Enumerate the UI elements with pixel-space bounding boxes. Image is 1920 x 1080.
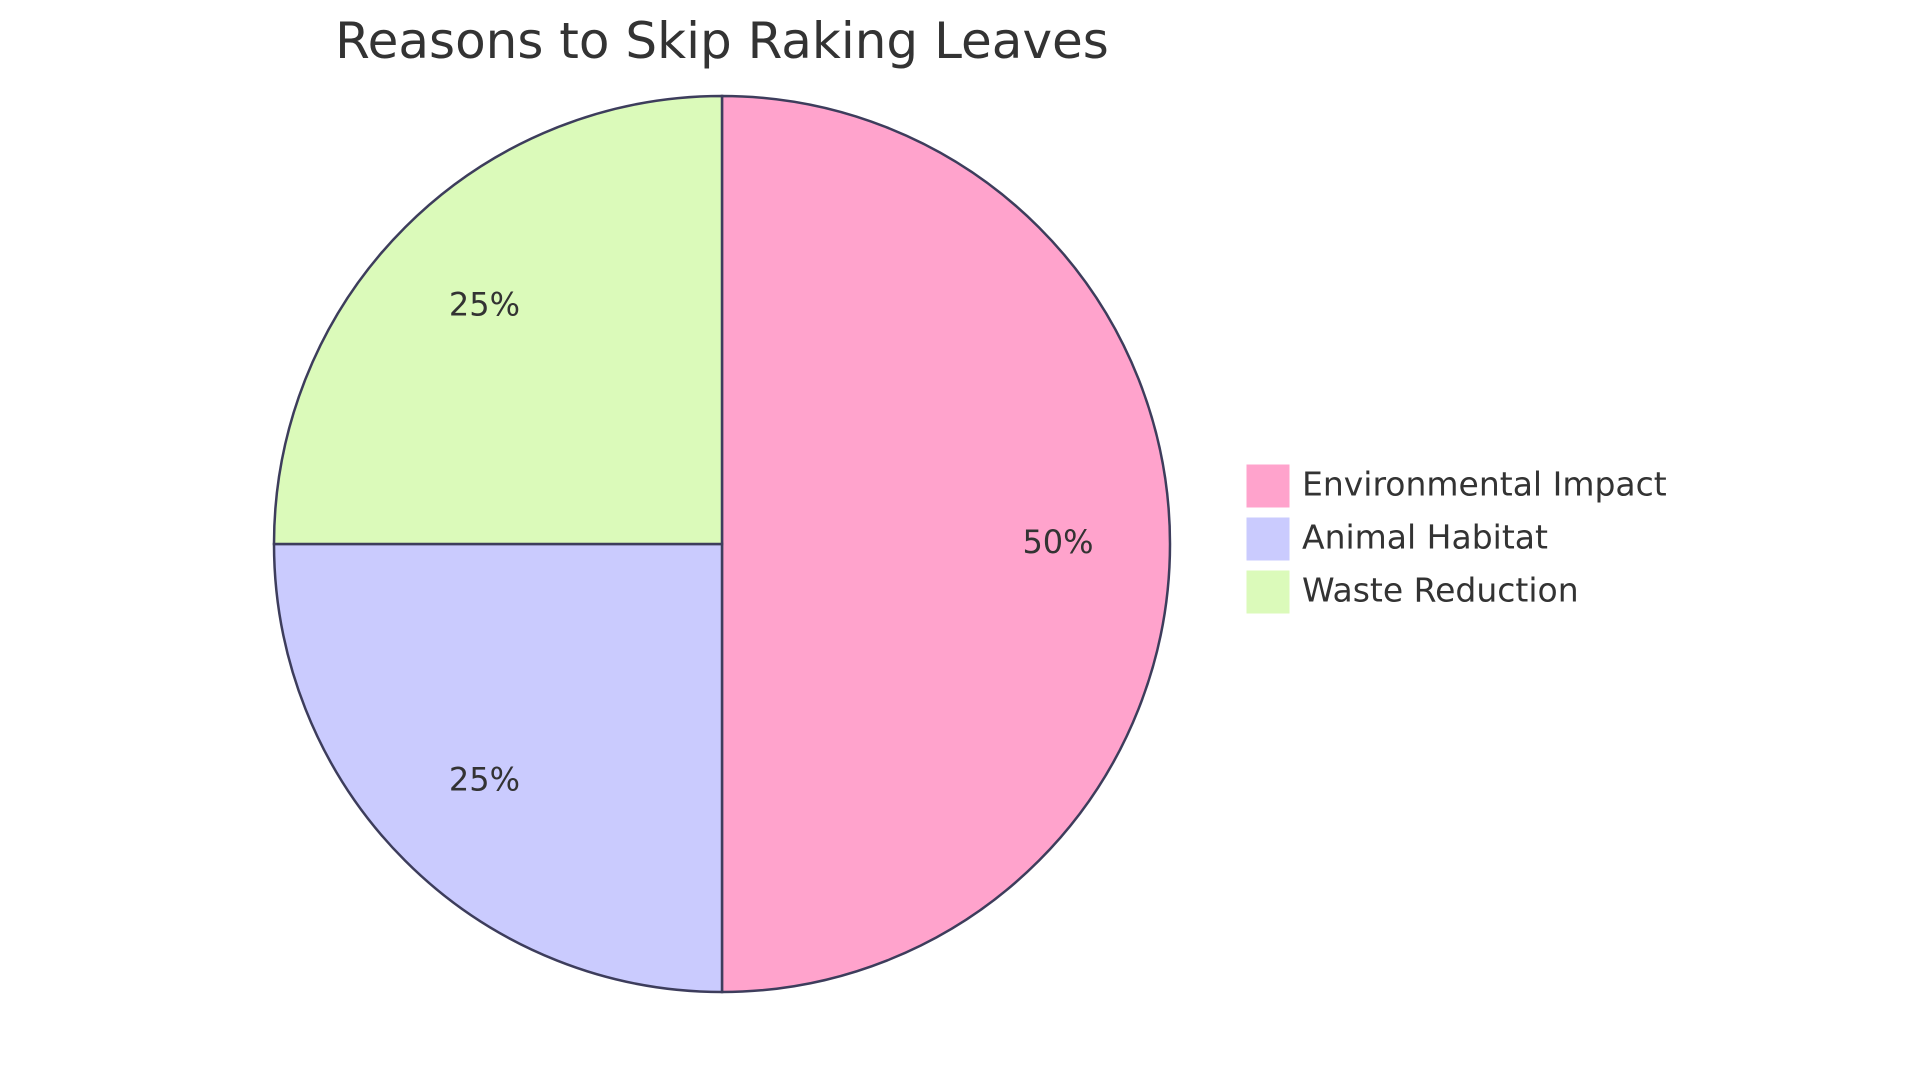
slice-value-label: 25% bbox=[449, 285, 520, 323]
slice-value-label: 50% bbox=[1022, 523, 1093, 561]
legend-swatch-animal-habitat bbox=[1245, 516, 1291, 562]
legend-label-animal-habitat: Animal Habitat bbox=[1302, 518, 1548, 557]
pie-slice-waste-reduction bbox=[272, 94, 724, 546]
pie-slice-labels: 50% 25% 25% bbox=[449, 285, 1094, 798]
legend-swatch-waste-reduction bbox=[1245, 569, 1291, 615]
chart-title: Reasons to Skip Raking Leaves bbox=[335, 12, 1109, 70]
legend-swatch-environmental-impact bbox=[1245, 463, 1291, 509]
slice-value-label: 25% bbox=[449, 761, 520, 799]
pie-slices bbox=[272, 94, 1172, 994]
pie-slice-animal-habitat bbox=[272, 542, 724, 994]
legend-label-environmental-impact: Environmental Impact bbox=[1302, 465, 1667, 504]
pie-slice-environmental-impact bbox=[720, 94, 1172, 994]
legend-label-waste-reduction: Waste Reduction bbox=[1302, 571, 1579, 610]
chart-legend: Environmental Impact Animal Habitat Waste … bbox=[1245, 463, 1667, 615]
